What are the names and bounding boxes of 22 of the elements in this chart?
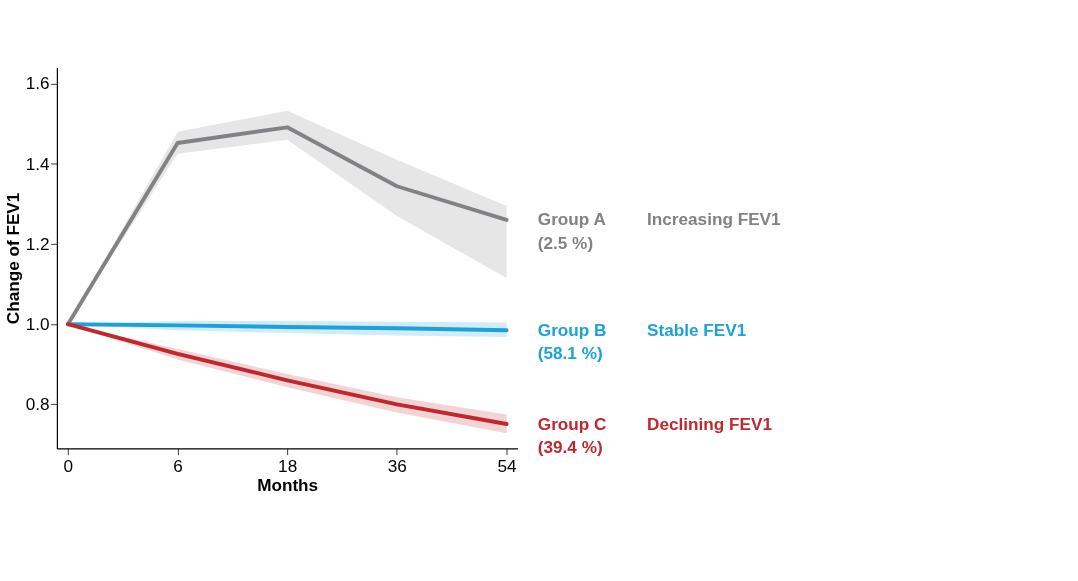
x-axis-title: Months xyxy=(257,475,319,496)
text: Increasing FEV1 xyxy=(647,209,782,230)
y-axis-title: Change of FEV1 xyxy=(2,192,23,325)
series-label: Group C xyxy=(537,413,607,434)
text: Stable FEV1 xyxy=(647,319,747,340)
x-tick-label: 6 xyxy=(173,455,183,476)
y-tick-label: 1.6 xyxy=(25,73,50,94)
text: (39.4 %) xyxy=(537,436,603,457)
x-tick-label: 36 xyxy=(387,455,407,476)
y-tick-label: 0.8 xyxy=(25,394,50,415)
text: Declining FEV1 xyxy=(647,413,773,434)
text: (2.5 %) xyxy=(537,232,594,253)
text: (58.1 %) xyxy=(537,343,603,364)
y-tick-label: 1.4 xyxy=(25,153,51,174)
x-tick-label: 54 xyxy=(497,455,517,476)
x-tick-label: 18 xyxy=(278,455,298,476)
series-label: Group A xyxy=(537,209,606,230)
y-tick-label: 1.0 xyxy=(25,314,50,335)
series-label: Group B xyxy=(537,319,607,340)
x-tick-label: 0 xyxy=(63,455,74,476)
line-series xyxy=(66,322,509,333)
y-tick-label: 1.2 xyxy=(25,233,50,254)
